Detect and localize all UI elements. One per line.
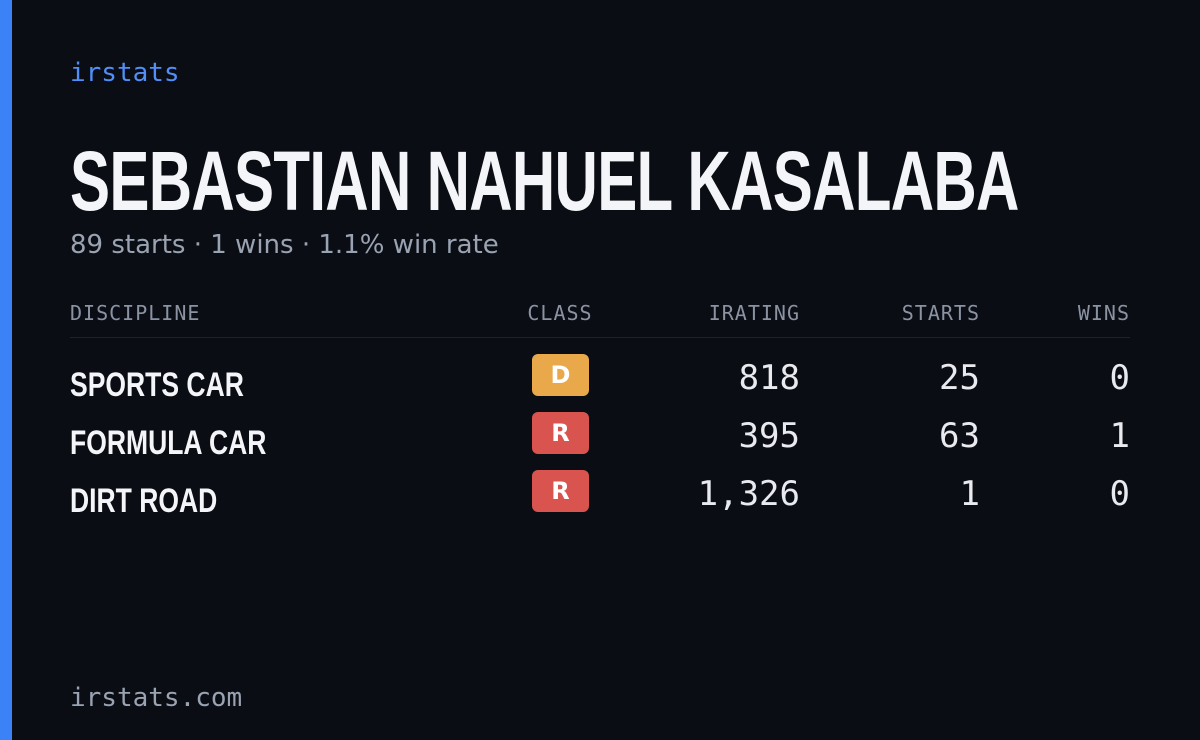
accent-bar <box>0 0 12 740</box>
column-header: WINS <box>1077 301 1130 325</box>
irating: 1,326 <box>697 474 800 514</box>
discipline: FORMULA CAR <box>70 424 267 462</box>
discipline: DIRT ROAD <box>70 482 218 520</box>
column-header: STARTS <box>901 301 980 325</box>
wins: 0 <box>1109 474 1130 514</box>
class-badge: D <box>532 354 589 396</box>
summary: 89 starts · 1 wins · 1.1% win rate <box>70 230 499 260</box>
player-name: SEBASTIAN NAHUEL KASALABA <box>70 134 1019 228</box>
divider <box>70 337 1130 338</box>
wins: 1 <box>1109 416 1130 456</box>
wins: 0 <box>1109 358 1130 398</box>
irating: 818 <box>738 358 800 398</box>
starts: 63 <box>939 416 980 456</box>
column-header: IRATING <box>708 301 800 325</box>
footer: irstats.com <box>70 683 243 713</box>
irating: 395 <box>738 416 800 456</box>
column-header: DISCIPLINE <box>70 301 201 325</box>
class-badge: R <box>532 470 589 512</box>
starts: 1 <box>959 474 980 514</box>
brand: irstats <box>70 58 180 88</box>
discipline: SPORTS CAR <box>70 366 244 404</box>
starts: 25 <box>939 358 980 398</box>
column-header: CLASS <box>527 301 593 325</box>
class-badge: R <box>532 412 589 454</box>
